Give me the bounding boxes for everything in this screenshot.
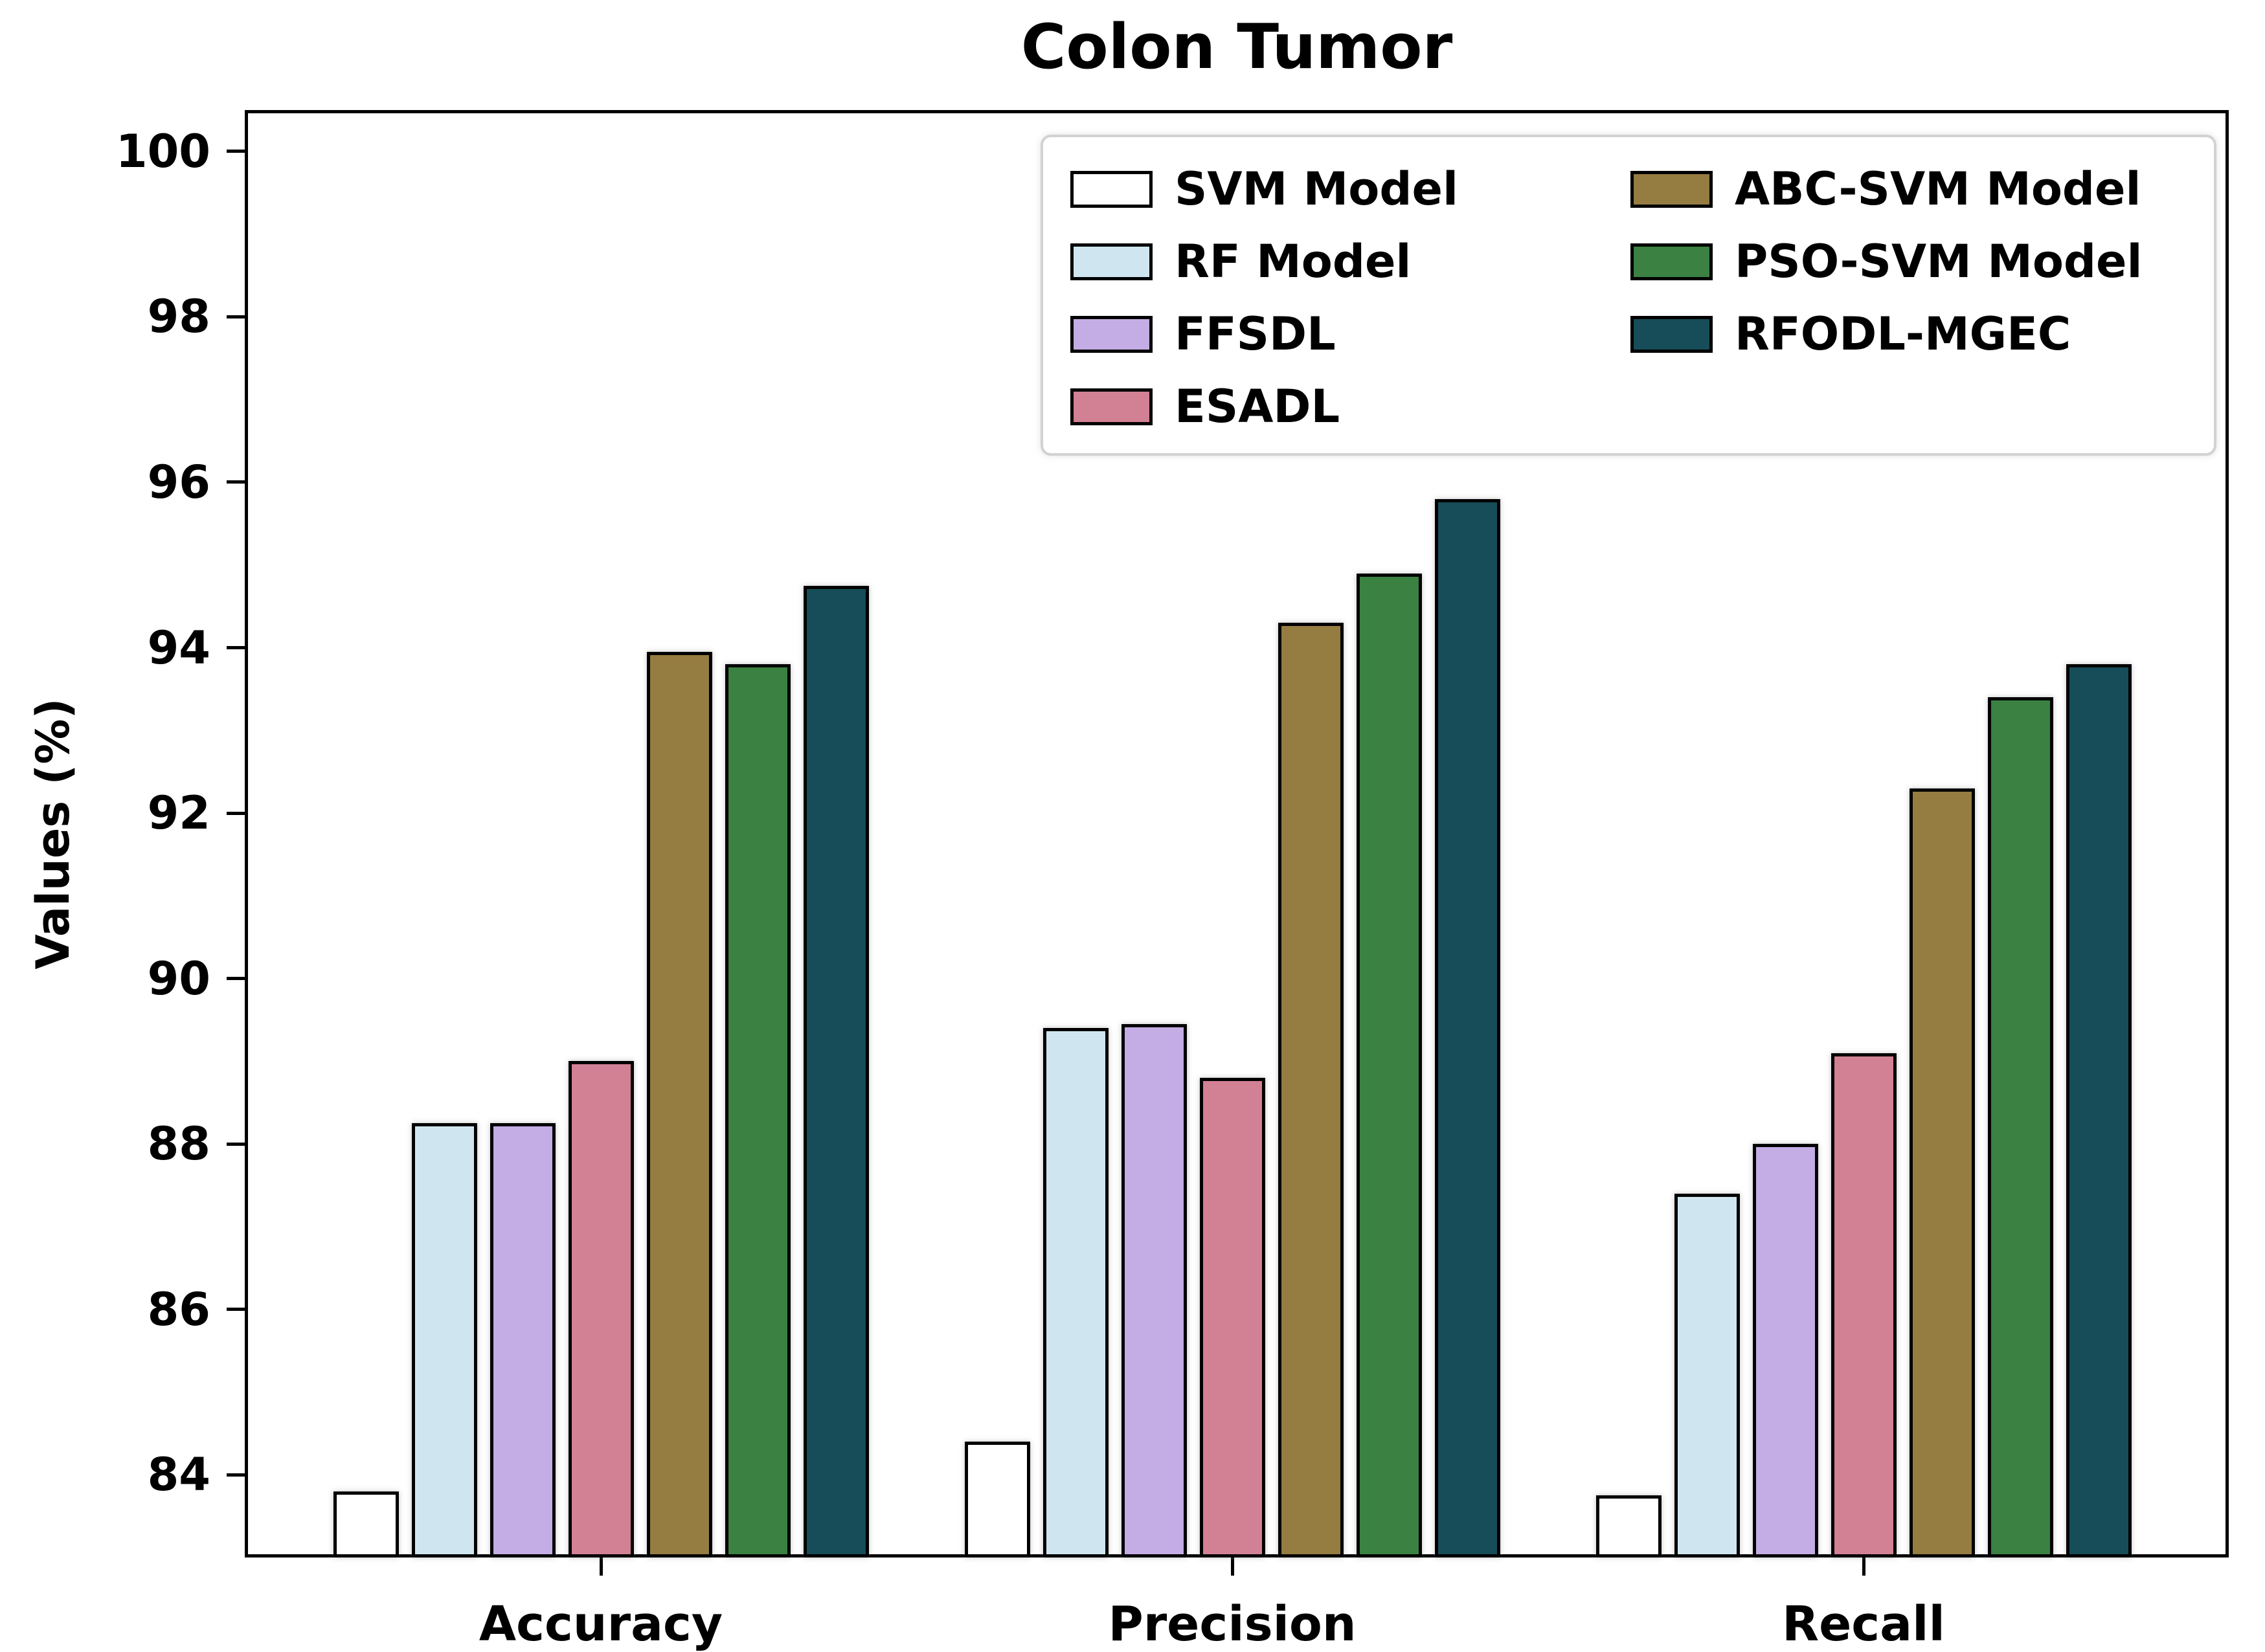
x-tick-label-accuracy: Accuracy [479,1596,723,1652]
legend-item-abc-svm-model: ABC-SVM Model [1630,153,2141,225]
y-tick-mark-90 [227,977,245,981]
bar-rfodl-mgec-precision [1434,498,1500,1557]
x-tick-mark-recall [1862,1557,1865,1576]
y-tick-mark-86 [227,1308,245,1312]
bar-ffsdl-accuracy [490,1123,556,1557]
legend-label: ESADL [1175,380,1340,433]
bar-abc-svm-model-precision [1278,623,1344,1557]
bar-esadl-accuracy [568,1061,634,1557]
legend-swatch-rf-model [1070,243,1153,280]
legend-swatch-rfodl-mgec [1630,315,1713,353]
bar-svm-model-precision [964,1442,1030,1557]
legend-swatch-ffsdl [1070,315,1153,353]
y-tick-mark-84 [227,1473,245,1477]
y-tick-label-98: 98 [147,290,210,344]
y-tick-label-94: 94 [147,621,210,675]
bar-esadl-recall [1831,1053,1897,1557]
legend-label: SVM Model [1175,162,1458,216]
y-tick-mark-98 [227,315,245,318]
legend-label: FFSDL [1175,307,1336,361]
chart-title: Colon Tumor [1020,12,1453,83]
y-tick-label-90: 90 [147,952,210,1005]
y-tick-label-88: 88 [147,1117,210,1171]
bar-pso-svm-model-recall [1987,697,2053,1557]
bar-rfodl-mgec-recall [2066,664,2132,1557]
bar-rfodl-mgec-accuracy [803,585,869,1557]
bar-pso-svm-model-precision [1356,573,1422,1557]
legend-label: RFODL-MGEC [1735,307,2071,361]
y-tick-label-84: 84 [147,1448,210,1502]
bar-esadl-precision [1199,1077,1265,1557]
bar-svm-model-recall [1595,1495,1662,1557]
x-tick-mark-accuracy [599,1557,603,1576]
y-tick-mark-96 [227,480,245,484]
bar-svm-model-accuracy [333,1491,399,1557]
y-tick-mark-88 [227,1142,245,1146]
legend-item-rf-model: RF Model [1070,225,1411,298]
bar-abc-svm-model-recall [1909,788,1975,1557]
legend-item-pso-svm-model: PSO-SVM Model [1630,225,2143,298]
y-tick-label-100: 100 [115,124,210,178]
bar-rf-model-accuracy [411,1123,477,1557]
legend-swatch-abc-svm-model [1630,170,1713,208]
legend-item-rfodl-mgec: RFODL-MGEC [1630,298,2071,370]
bar-rf-model-recall [1674,1193,1740,1557]
x-tick-mark-precision [1230,1557,1234,1576]
legend: SVM Model RF Model FFSDL ESADL ABC-SVM Model… [1041,135,2216,456]
bar-abc-svm-model-accuracy [646,651,712,1557]
legend-item-esadl: ESADL [1070,370,1340,443]
x-tick-label-recall: Recall [1782,1596,1945,1652]
legend-item-svm-model: SVM Model [1070,153,1458,225]
y-tick-label-92: 92 [147,787,210,840]
legend-swatch-esadl [1070,388,1153,425]
legend-swatch-pso-svm-model [1630,243,1713,280]
bar-ffsdl-recall [1752,1144,1818,1557]
legend-item-ffsdl: FFSDL [1070,298,1336,370]
y-tick-mark-92 [227,811,245,815]
y-tick-label-96: 96 [147,455,210,509]
bar-ffsdl-precision [1121,1023,1187,1557]
x-tick-label-precision: Precision [1108,1596,1357,1652]
legend-label: RF Model [1175,235,1412,288]
y-tick-label-86: 86 [147,1282,210,1336]
bar-pso-svm-model-accuracy [725,664,791,1557]
legend-label: ABC-SVM Model [1735,162,2141,216]
legend-swatch-svm-model [1070,170,1153,208]
y-tick-mark-100 [227,150,245,153]
legend-label: PSO-SVM Model [1735,235,2143,288]
y-tick-mark-94 [227,646,245,649]
bar-rf-model-precision [1042,1028,1109,1557]
